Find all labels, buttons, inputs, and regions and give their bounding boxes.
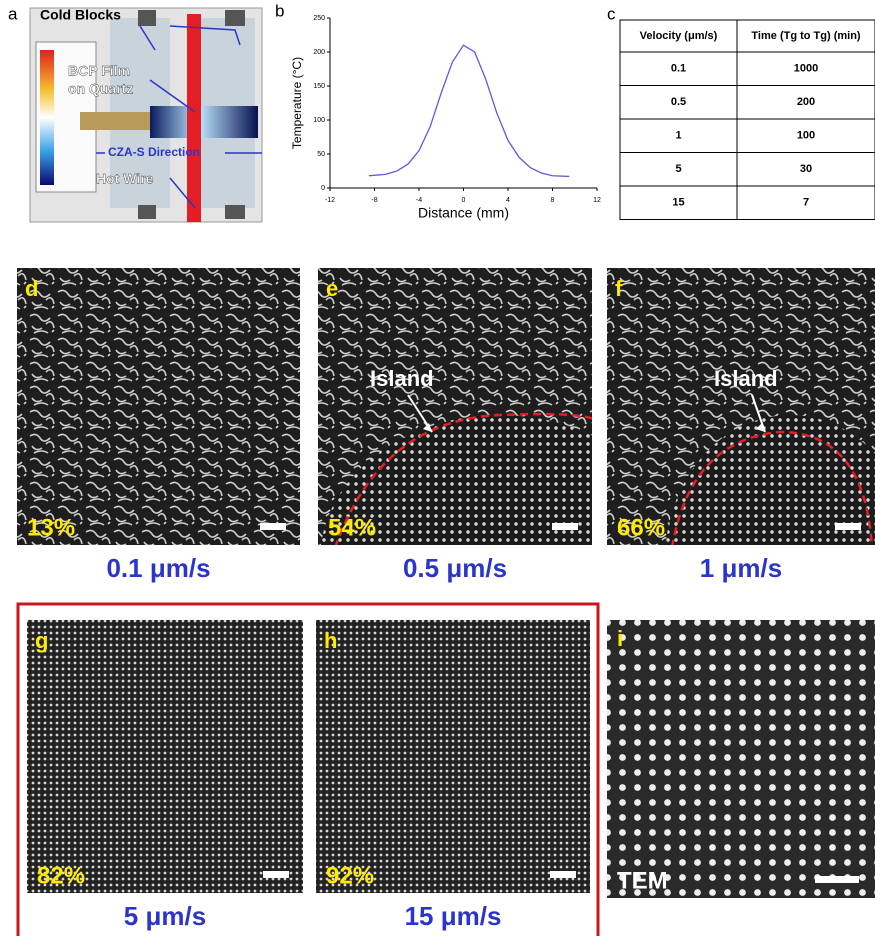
table-cell: 1: [675, 130, 681, 142]
x-tick-label: 8: [551, 197, 555, 204]
table-cell: 100: [797, 130, 815, 142]
table-header: Time (Tg to Tg) (min): [751, 30, 861, 42]
scale-bar: [552, 523, 578, 530]
x-axis-label: Distance (mm): [418, 205, 509, 221]
panel-letter: e: [326, 276, 338, 301]
speed-caption: 0.1 μm/s: [106, 553, 210, 583]
micrograph: [316, 620, 590, 893]
micrograph: [607, 620, 875, 898]
y-tick-label: 100: [313, 117, 325, 124]
table-cell: 7: [803, 197, 809, 209]
y-tick-label: 0: [321, 185, 325, 192]
fraction-label: 54%: [328, 514, 376, 541]
line: [369, 45, 569, 176]
table-cell: 30: [800, 163, 812, 175]
x-tick-label: -8: [371, 197, 377, 204]
y-tick-label: 250: [313, 15, 325, 22]
table-cell: 15: [672, 197, 684, 209]
scale-bar: [263, 871, 289, 878]
speed-caption: 15 μm/s: [405, 901, 502, 931]
x-tick-label: 4: [506, 197, 510, 204]
speed-caption: 1 μm/s: [700, 553, 782, 583]
label: BCP Film: [68, 63, 130, 79]
speed-caption: 5 μm/s: [124, 901, 206, 931]
micrograph: [27, 620, 303, 893]
label: Hot Wire: [96, 171, 154, 187]
panel-letter: d: [25, 276, 38, 301]
panel-letter: b: [275, 1, 284, 20]
schematic: [30, 8, 262, 222]
panel-letter: h: [324, 628, 337, 653]
label: CZA-S Direction: [108, 145, 200, 159]
fraction-label: 13%: [27, 514, 75, 541]
x-tick-label: 0: [462, 197, 466, 204]
y-tick-label: 200: [313, 49, 325, 56]
label: on Quartz: [68, 81, 133, 97]
label: Cold Blocks: [40, 7, 121, 23]
scale-bar: [550, 871, 576, 878]
panel-letter: i: [617, 626, 623, 651]
panel-letter: g: [35, 628, 48, 653]
figure: a Cold Blocks BCP Film on Quartz CZA-S D…: [0, 0, 875, 936]
scale-bar: [835, 523, 861, 530]
table-cell: 0.5: [671, 96, 686, 108]
x-tick-label: -4: [416, 197, 422, 204]
scale-bar: [815, 876, 859, 883]
table-border: [620, 20, 875, 220]
y-tick-label: 50: [317, 151, 325, 158]
speed-caption: 0.5 μm/s: [403, 553, 507, 583]
fraction-label: 82%: [37, 862, 85, 889]
table-cell: 5: [675, 163, 681, 175]
table-cell: 0.1: [671, 63, 686, 75]
table-header: Velocity (μm/s): [640, 30, 718, 42]
panel-letter: f: [615, 276, 623, 301]
fraction-label: 66%: [617, 514, 665, 541]
micrograph: [17, 268, 300, 545]
x-tick-label: -12: [325, 197, 335, 204]
y-axis-label: Temperature (°C): [290, 57, 304, 149]
annotation: Island: [714, 366, 778, 391]
panel-letter: a: [8, 4, 18, 23]
fraction-label: TEM: [617, 867, 668, 894]
table-cell: 200: [797, 96, 815, 108]
y-tick-label: 150: [313, 83, 325, 90]
x-tick-label: 12: [593, 197, 601, 204]
scale-bar: [260, 523, 286, 530]
table-cell: 1000: [794, 63, 818, 75]
panel-letter: c: [607, 4, 616, 23]
fraction-label: 92%: [326, 862, 374, 889]
annotation: Island: [370, 366, 434, 391]
